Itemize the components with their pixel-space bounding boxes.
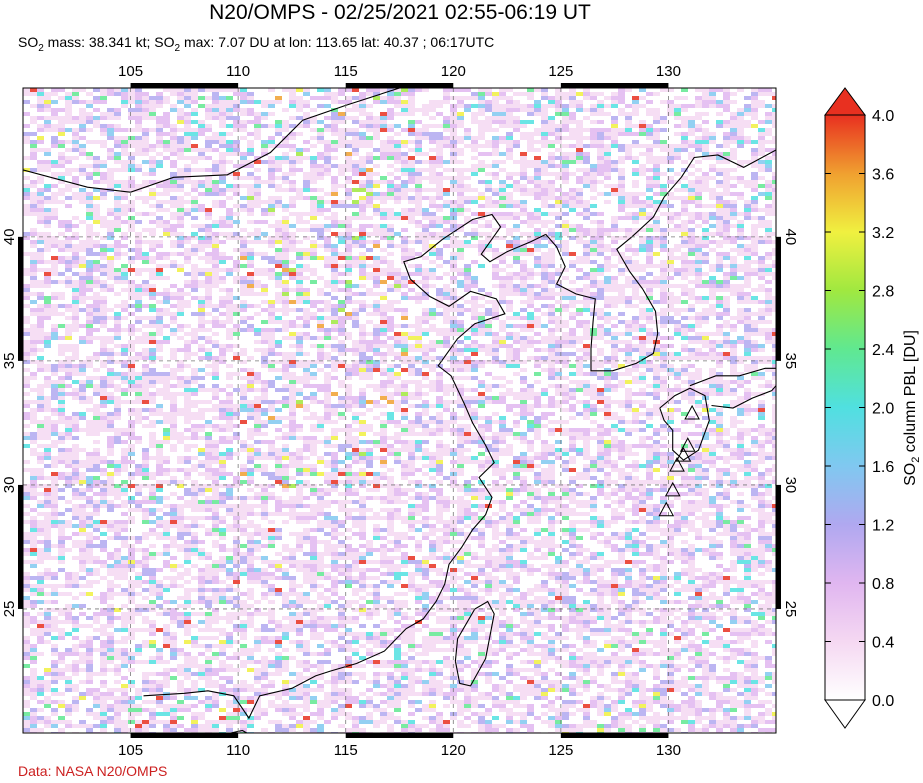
coastline-segment — [545, 176, 682, 372]
volcano-triangle-icon — [679, 437, 696, 452]
coastline-segment — [680, 149, 776, 178]
colorbar-gradient — [824, 114, 866, 701]
coastline-segment — [228, 729, 248, 733]
colorbar-tick-label: 0.0 — [872, 693, 894, 710]
colorbar-ticks: 0.0 0.4 0.8 1.2 1.6 2.0 2.4 2.8 3.2 3.6 4.0 — [825, 108, 894, 710]
frame-bar-top — [560, 83, 669, 88]
lat-tick-label-right: 25 — [782, 601, 799, 618]
volcano-triangle-icon — [675, 447, 692, 462]
frame-tick-bars — [18, 83, 781, 738]
lat-tick-label-right: 30 — [782, 477, 799, 494]
lat-tick-label-right: 35 — [782, 353, 799, 370]
map-panel: 105 105 110 110 115 115 120 120 125 125 130 130 25 25… — [1, 63, 799, 759]
coastline-segment — [143, 213, 547, 720]
map-subtitle: SO2 mass: 38.341 kt; SO2 max: 7.07 DU at… — [18, 34, 495, 54]
frame-bar-bottom — [130, 733, 239, 738]
lat-tick-label-left: 25 — [1, 601, 18, 618]
colorbar-tick-label: 0.4 — [872, 635, 894, 652]
lat-tick-label-left: 35 — [1, 353, 18, 370]
colorbar-tick-label: 1.2 — [872, 518, 894, 535]
volcano-triangle-icon — [684, 404, 700, 420]
frame-bar-bottom — [560, 733, 669, 738]
colorbar: 0.0 0.4 0.8 1.2 1.6 2.0 2.4 2.8 3.2 3.6 4.0 SO2 co… — [824, 87, 922, 729]
frame-bar-left — [18, 236, 23, 361]
colorbar-min-triangle — [824, 699, 866, 729]
lon-tick-label-top: 125 — [548, 63, 573, 80]
lat-tick-label-left: 40 — [1, 229, 18, 246]
colorbar-tick-label: 4.0 — [872, 108, 894, 125]
coastline-segment — [711, 385, 776, 409]
so2-pixel-layer — [23, 88, 776, 733]
lat-tick-label-left: 30 — [1, 477, 18, 494]
volcano-triangle-icon — [658, 501, 675, 517]
lon-tick-label-top: 115 — [334, 63, 358, 80]
coastline-segment — [659, 387, 710, 461]
colorbar-tick-label: 3.6 — [872, 167, 894, 184]
frame-bar-right — [776, 484, 781, 609]
volcano-triangle-icon — [664, 481, 681, 497]
lon-tick-label-bottom: 125 — [548, 742, 573, 759]
coastline-segment — [454, 600, 495, 687]
axis-tick-labels: 105 105 110 110 115 115 120 120 125 125 130 130 25 25… — [1, 63, 799, 759]
volcano-markers — [658, 404, 700, 517]
volcano-triangle-icon — [669, 457, 685, 472]
lon-tick-label-bottom: 130 — [656, 742, 681, 759]
frame-bar-left — [18, 484, 23, 609]
colorbar-tick-label: 0.8 — [872, 576, 894, 593]
lon-tick-label-bottom: 110 — [226, 742, 250, 759]
frame-bar-right — [776, 236, 781, 361]
lon-tick-label-top: 120 — [441, 63, 466, 80]
colorbar-label: SO2 column PBL [DU] — [902, 330, 922, 486]
lon-tick-label-top: 110 — [226, 63, 250, 80]
frame-bar-top — [130, 83, 239, 88]
coastline-segment — [23, 88, 400, 193]
colorbar-tick-label: 2.8 — [872, 284, 894, 301]
colorbar-tick-label: 3.2 — [872, 225, 894, 242]
lon-tick-label-bottom: 105 — [118, 742, 143, 759]
gridlines — [23, 88, 776, 733]
map-title: N20/OMPS - 02/25/2021 02:55-06:19 UT — [209, 1, 591, 24]
coastlines — [23, 88, 776, 733]
colorbar-max-triangle — [824, 87, 866, 116]
lon-tick-label-top: 130 — [656, 63, 681, 80]
lat-tick-label-right: 40 — [782, 229, 799, 246]
lon-tick-label-bottom: 115 — [334, 742, 358, 759]
colorbar-tick-label: 2.0 — [872, 401, 894, 418]
colorbar-tick-label: 2.4 — [872, 342, 894, 359]
coastline-segment — [689, 367, 776, 387]
lon-tick-label-bottom: 120 — [441, 742, 466, 759]
data-credit: Data: NASA N20/OMPS — [18, 763, 168, 779]
frame-bar-top — [345, 83, 454, 88]
colorbar-tick-label: 1.6 — [872, 459, 894, 476]
lon-tick-label-top: 105 — [118, 63, 143, 80]
frame-bar-bottom — [345, 733, 454, 738]
